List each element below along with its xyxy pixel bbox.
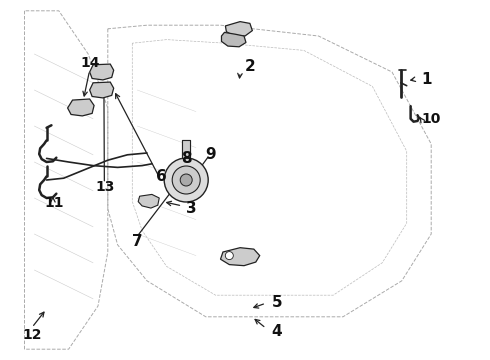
Polygon shape [90,64,114,80]
Polygon shape [221,32,246,47]
Polygon shape [90,82,114,98]
Circle shape [164,158,208,202]
Polygon shape [68,99,94,116]
Text: 7: 7 [132,234,143,249]
Text: 1: 1 [421,72,432,87]
Text: 10: 10 [421,112,441,126]
Text: 5: 5 [271,295,282,310]
Circle shape [180,174,192,186]
Text: 2: 2 [245,59,255,74]
Polygon shape [182,140,190,158]
Polygon shape [138,194,159,208]
Text: 11: 11 [44,197,64,210]
Polygon shape [220,248,260,266]
Text: 6: 6 [156,169,167,184]
Text: 3: 3 [186,201,196,216]
Text: 14: 14 [81,56,100,70]
Text: 13: 13 [96,180,115,194]
Circle shape [225,252,233,260]
Text: 8: 8 [181,151,192,166]
Text: 4: 4 [271,324,282,339]
Text: 12: 12 [22,328,42,342]
Text: 9: 9 [205,147,216,162]
Circle shape [172,166,200,194]
Polygon shape [225,22,252,36]
